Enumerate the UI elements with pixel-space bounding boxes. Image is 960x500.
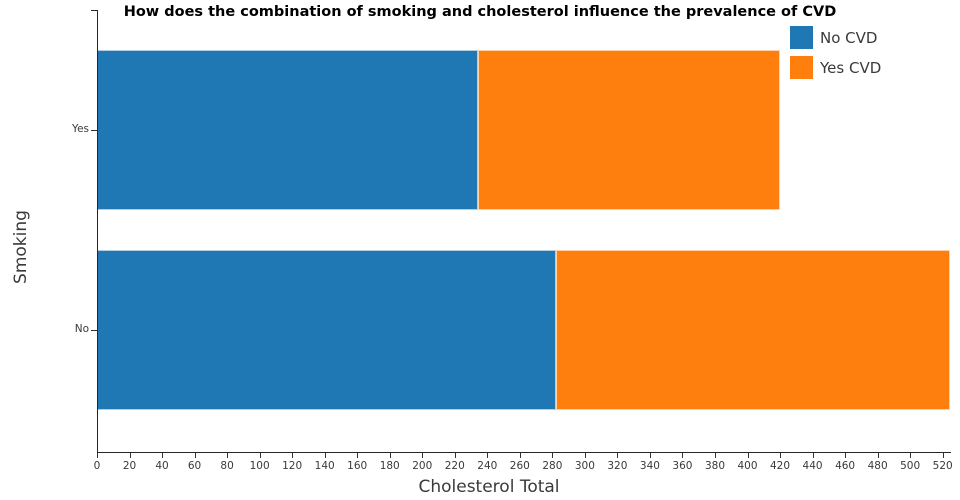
x-tick-mark — [584, 453, 586, 458]
x-tick-label: 340 — [639, 460, 660, 472]
x-tick-label: 140 — [314, 460, 335, 472]
x-tick-label: 240 — [477, 460, 498, 472]
bar-segment-no-cvd-yes — [97, 50, 478, 210]
legend-swatch-no-cvd-icon — [790, 26, 813, 49]
x-tick-label: 180 — [379, 460, 400, 472]
bar-segment-no-cvd-no — [97, 250, 556, 410]
x-tick-label: 260 — [509, 460, 530, 472]
x-tick-label: 20 — [122, 460, 137, 472]
chart-title: How does the combination of smoking and … — [123, 4, 837, 20]
x-tick-mark — [129, 453, 131, 458]
y-tick-mark — [91, 330, 97, 331]
x-tick-mark — [910, 453, 912, 458]
x-tick-mark — [97, 453, 98, 458]
y-tick-mark — [91, 130, 97, 131]
x-tick-label: 380 — [704, 460, 725, 472]
y-tick-label: No — [74, 323, 89, 335]
x-tick-label: 280 — [542, 460, 563, 472]
x-tick-mark — [227, 453, 229, 458]
y-tick-label: Yes — [72, 123, 89, 135]
x-tick-label: 60 — [187, 460, 202, 472]
x-tick-mark — [162, 453, 164, 458]
x-tick-mark — [682, 453, 684, 458]
x-tick-mark — [714, 453, 716, 458]
legend-label: Yes CVD — [820, 58, 882, 77]
x-tick-label: 500 — [900, 460, 921, 472]
x-tick-mark — [747, 453, 749, 458]
x-tick-label: 160 — [347, 460, 368, 472]
legend: No CVD Yes CVD — [790, 26, 881, 86]
x-tick-label: 400 — [737, 460, 758, 472]
y-axis-end-tick — [91, 10, 97, 11]
x-tick-mark — [877, 453, 879, 458]
x-tick-mark — [324, 453, 326, 458]
x-tick-mark — [617, 453, 619, 458]
x-tick-label: 300 — [574, 460, 595, 472]
x-tick-mark — [454, 453, 456, 458]
x-tick-mark — [812, 453, 814, 458]
x-tick-mark — [389, 453, 391, 458]
x-tick-mark — [259, 453, 261, 458]
x-tick-mark — [552, 453, 554, 458]
x-tick-label: 320 — [607, 460, 628, 472]
x-tick-label: 480 — [867, 460, 888, 472]
legend-label: No CVD — [820, 28, 878, 47]
x-tick-mark — [519, 453, 521, 458]
x-tick-label: 360 — [672, 460, 693, 472]
x-tick-label: 440 — [802, 460, 823, 472]
x-axis-spine — [97, 452, 951, 453]
x-tick-mark — [780, 453, 782, 458]
x-tick-label: 120 — [282, 460, 303, 472]
legend-entry-no-cvd: No CVD — [790, 26, 881, 49]
x-tick-label: 100 — [249, 460, 270, 472]
x-tick-mark — [942, 453, 944, 458]
x-tick-label: 460 — [835, 460, 856, 472]
x-tick-label: 80 — [220, 460, 234, 472]
x-tick-mark — [194, 453, 196, 458]
legend-entry-yes-cvd: Yes CVD — [790, 56, 881, 79]
x-tick-mark — [487, 453, 489, 458]
x-tick-mark — [845, 453, 847, 458]
x-tick-mark — [422, 453, 424, 458]
x-tick-label: 0 — [93, 460, 101, 472]
y-axis-title: Smoking — [11, 210, 31, 284]
x-tick-mark — [292, 453, 294, 458]
x-axis-title: Cholesterol Total — [418, 477, 560, 497]
x-tick-label: 420 — [770, 460, 791, 472]
y-axis-spine — [97, 10, 98, 452]
x-tick-label: 220 — [444, 460, 465, 472]
x-tick-label: 200 — [412, 460, 433, 472]
bar-segment-yes-cvd-yes — [477, 50, 781, 210]
bar-segment-yes-cvd-no — [555, 250, 950, 410]
x-tick-mark — [649, 453, 651, 458]
x-tick-label: 520 — [932, 460, 953, 472]
x-tick-label: 40 — [155, 460, 169, 472]
legend-swatch-yes-cvd-icon — [790, 56, 813, 79]
x-tick-mark — [357, 453, 359, 458]
